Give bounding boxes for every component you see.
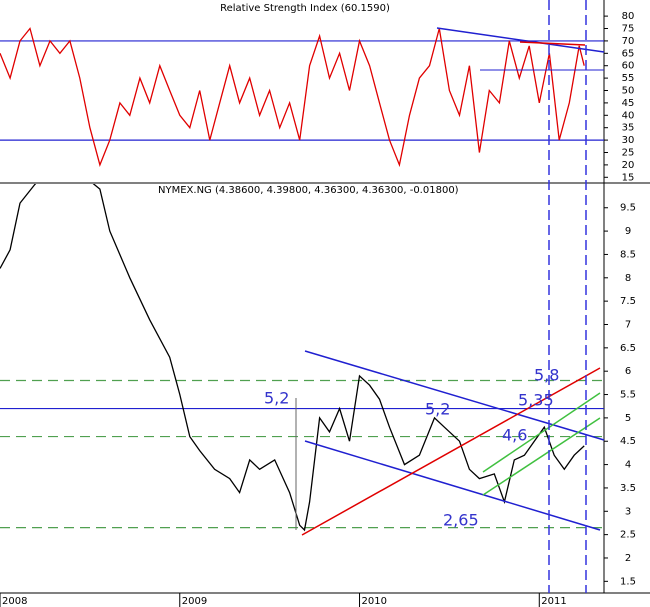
plot: 15202530354045505560657075801.522.533.54… (0, 11, 636, 607)
annotation: 5,8 (534, 366, 559, 385)
annotation: 5,2 (264, 389, 289, 408)
y-tick-label: 7 (625, 319, 631, 330)
x-tick-label: 2008 (2, 596, 27, 607)
y-tick-label: 55 (622, 73, 635, 84)
y-tick-label: 4 (625, 460, 631, 471)
y-tick-label: 50 (622, 86, 635, 97)
y-tick-label: 80 (622, 11, 635, 22)
y-tick-label: 60 (622, 61, 635, 72)
trendline (519, 41, 586, 46)
y-tick-label: 2 (625, 553, 631, 564)
trendline (436, 27, 605, 53)
x-tick-label: 2011 (541, 596, 566, 607)
annotation: 2,65 (443, 511, 479, 530)
price-line (0, 184, 585, 532)
trendline (301, 367, 601, 536)
y-tick-label: 3 (625, 506, 631, 517)
y-tick-label: 5 (625, 413, 631, 424)
x-tick-label: 2010 (362, 596, 387, 607)
trendline (482, 417, 601, 496)
y-tick-label: 6.5 (620, 343, 636, 354)
y-tick-label: 25 (622, 147, 635, 158)
trendlines (295, 0, 605, 593)
y-tick-label: 9.5 (620, 203, 636, 214)
y-tick-label: 75 (622, 24, 635, 35)
y-tick-label: 5.5 (620, 390, 636, 401)
y-tick-label: 7.5 (620, 296, 636, 307)
price-line (0, 27, 585, 168)
annotation: 5,35 (518, 391, 554, 410)
annotation: 5,2 (425, 400, 450, 419)
y-tick-label: 1.5 (620, 576, 636, 587)
trendline (304, 350, 605, 441)
rsi-title: Relative Strength Index (60.1590) (220, 3, 390, 14)
y-tick-label: 40 (622, 110, 635, 121)
y-tick-label: 4.5 (620, 436, 636, 447)
y-tick-label: 20 (622, 160, 635, 171)
y-tick-label: 45 (622, 98, 635, 109)
trendline (482, 392, 601, 473)
y-tick-label: 9 (625, 226, 631, 237)
y-tick-label: 65 (622, 48, 635, 59)
y-tick-label: 2.5 (620, 530, 636, 541)
x-tick-label: 2009 (182, 596, 207, 607)
y-tick-label: 15 (622, 172, 635, 183)
price-title: NYMEX.NG (4.38600, 4.39800, 4.36300, 4.3… (158, 185, 459, 196)
annotation: 4,6 (502, 426, 527, 445)
y-tick-label: 30 (622, 135, 635, 146)
y-tick-label: 8.5 (620, 249, 636, 260)
y-tick-label: 8 (625, 273, 631, 284)
y-tick-label: 35 (622, 123, 635, 134)
y-tick-label: 3.5 (620, 483, 636, 494)
y-tick-label: 70 (622, 36, 635, 47)
trendline (304, 440, 601, 531)
y-tick-label: 6 (625, 366, 631, 377)
